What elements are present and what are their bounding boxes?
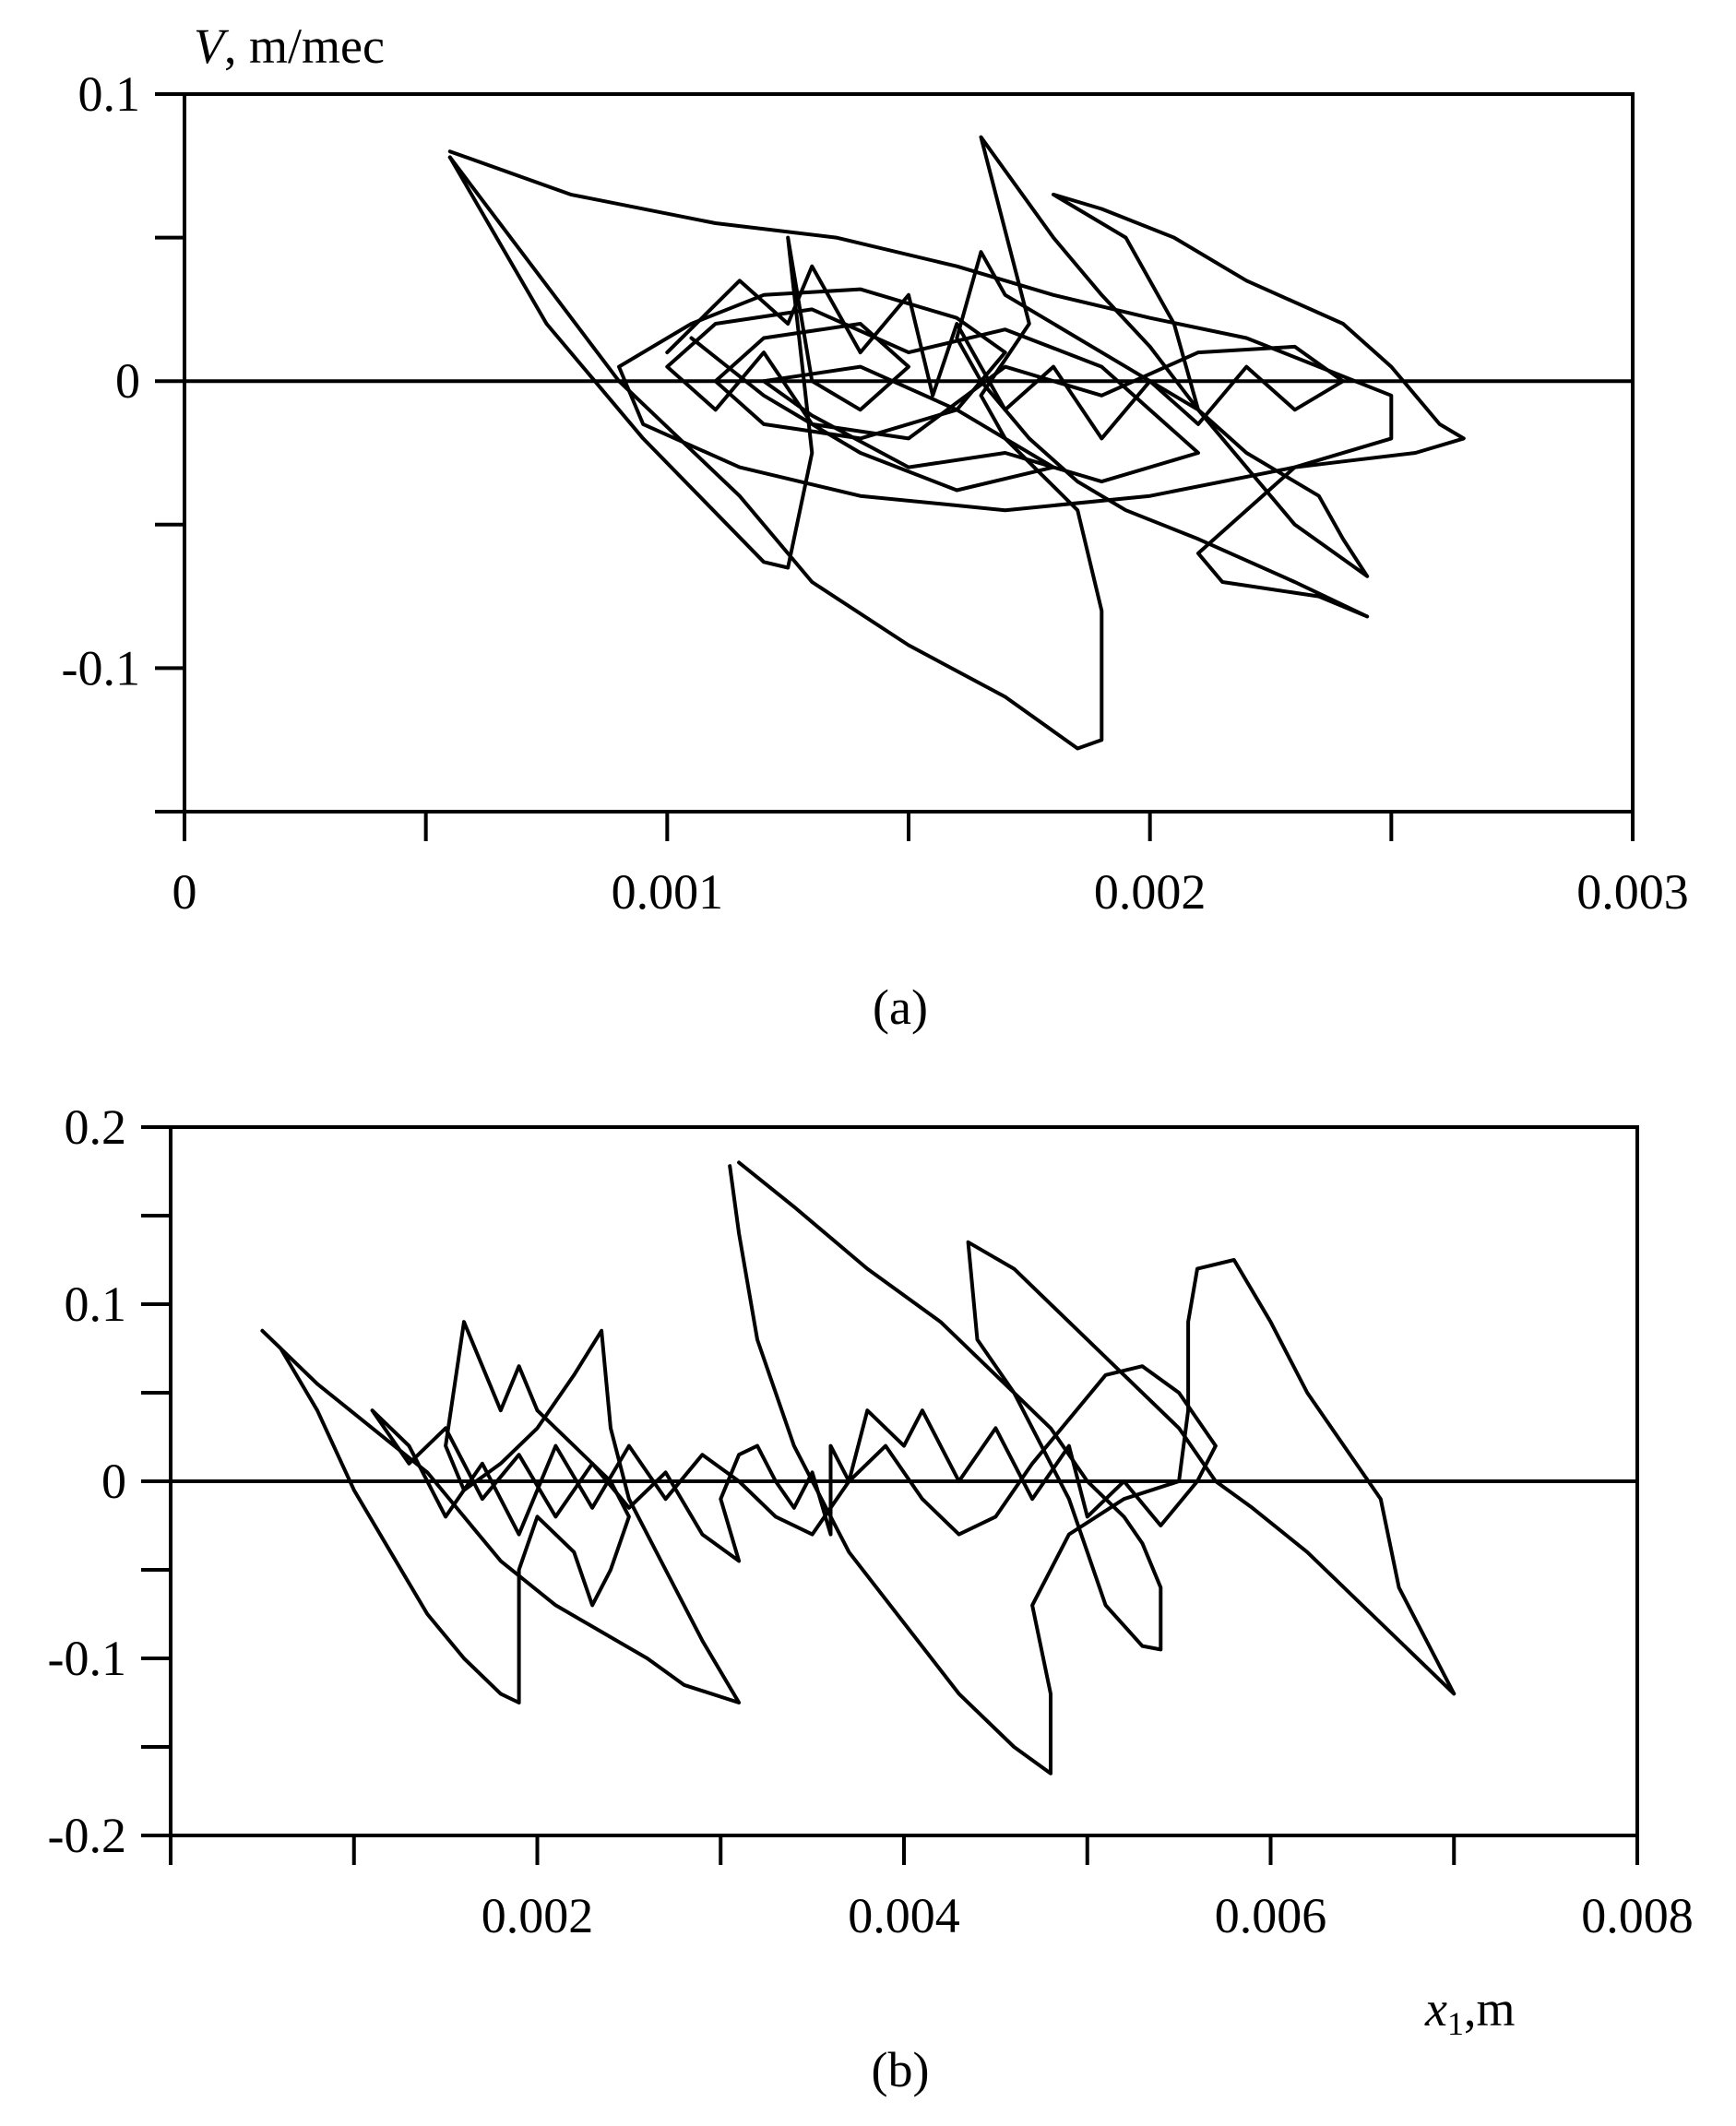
panel-b-y-tick-label: -0.2 [48,1808,126,1863]
panel-b-chart: 0.002 0.004 0.006 0.008 0.2 0.1 0 -0.1 -0.2 [48,1099,1694,1943]
panel-b-y-tick-label: -0.1 [48,1631,126,1686]
panel-b-x-tick-label: 0.006 [1215,1888,1327,1943]
panel-a-x-tick-label: 0.002 [1094,864,1207,920]
panel-b-y-tick-label: 0.1 [65,1277,127,1332]
panel-b-trajectory-3 [728,1160,1457,1776]
panel-a-y-tick-label: -0.1 [62,640,140,695]
panel-b-caption: (b) [872,2042,930,2097]
panel-b-x-tick-label: 0.004 [848,1888,960,1943]
x-axis-label-unit: ,m [1464,1981,1516,2037]
panel-b-trajectory-2 [370,1364,1218,1563]
x-axis-label-symbol: x [1424,1981,1447,2037]
panel-b-x-tick-label: 0.008 [1581,1888,1694,1943]
y-axis-label-unit: , m/mec [224,18,385,74]
panel-a-caption: (a) [873,980,928,1035]
panel-a-trajectory-3 [665,264,1345,493]
y-axis-label-symbol: V [194,18,230,74]
panel-a-x-tick-label: 0 [172,864,197,920]
panel-b-y-tick-label: 0 [101,1454,126,1509]
panel-b-trajectory-1 [260,1320,742,1704]
panel-a-y-tick-label: 0.1 [78,66,141,122]
panel-b-y-tick-label: 0.2 [65,1099,127,1155]
panel-b-x-tick-label: 0.002 [482,1888,594,1943]
x-axis-label-subscript: 1 [1447,2005,1464,2042]
panel-a-trajectory-1 [447,149,1394,570]
panel-a-y-tick-label: 0 [115,353,140,409]
panel-a-y-axis-label: V, m/mec [194,18,385,74]
panel-a-x-tick-label: 0.001 [612,864,724,920]
panel-a-x-tick-label: 0.003 [1576,864,1689,920]
panel-a-chart: 0 0.001 0.002 0.003 0.1 0 -0.1 [62,66,1689,920]
panel-a-trajectory-2 [447,135,1466,751]
panel-b-x-axis-label: x1,m [1424,1981,1515,2042]
